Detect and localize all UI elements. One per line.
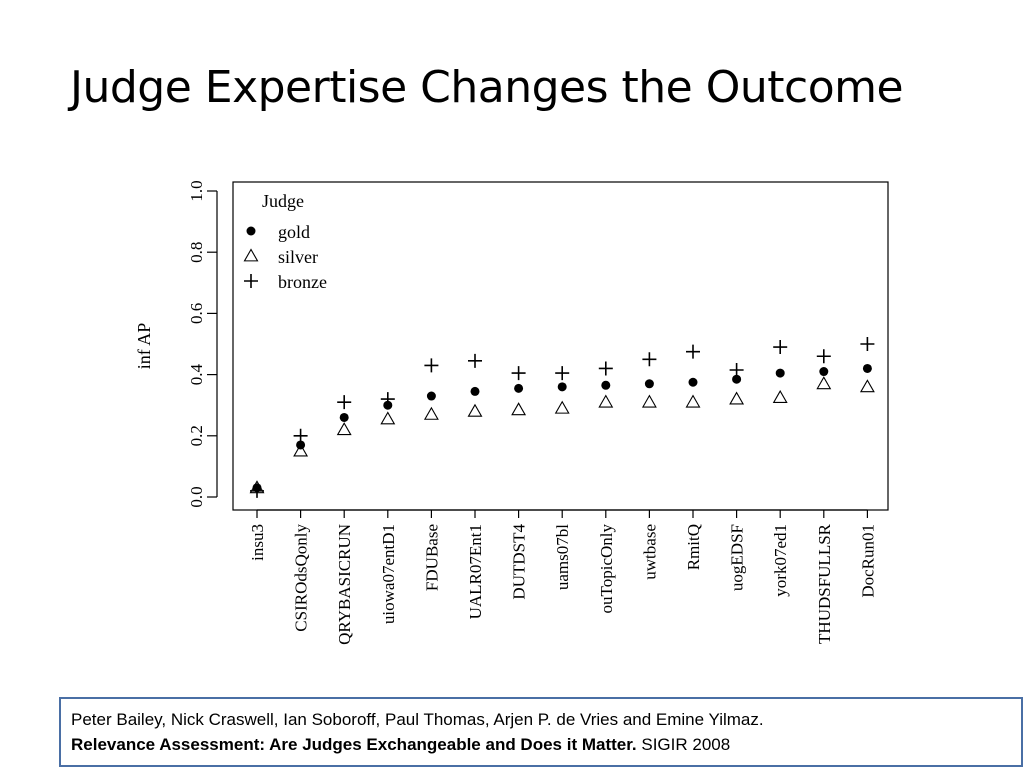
- x-tick-label: ouTopicOnly: [597, 524, 616, 614]
- y-tick-label: 0.0: [187, 486, 206, 507]
- bronze-point: [511, 366, 526, 381]
- x-tick-label: uogEDSF: [728, 524, 747, 591]
- slide-title: Judge Expertise Changes the Outcome: [70, 62, 904, 113]
- legend-silver-marker: [243, 248, 259, 262]
- legend: Judge gold silver bronze: [243, 191, 327, 292]
- y-tick-label: 0.2: [187, 425, 206, 446]
- citation-venue: SIGIR 2008: [641, 735, 731, 754]
- bronze-point: [380, 392, 395, 407]
- citation-paper-title: Relevance Assessment: Are Judges Exchang…: [71, 735, 637, 754]
- silver-point: [685, 394, 701, 408]
- data-points: [249, 337, 875, 498]
- bronze-point: [293, 428, 308, 443]
- bronze-point: [773, 340, 788, 355]
- gold-point: [601, 380, 611, 390]
- bronze-point: [729, 363, 744, 378]
- gold-point: [470, 386, 480, 396]
- bronze-point: [555, 366, 570, 381]
- bronze-point: [598, 361, 613, 376]
- bronze-point: [337, 395, 352, 410]
- citation-authors: Peter Bailey, Nick Craswell, Ian Soborof…: [71, 710, 764, 729]
- legend-bronze-label: bronze: [278, 272, 327, 292]
- gold-point: [862, 363, 872, 373]
- x-tick-label: QRYBASICRUN: [335, 524, 354, 645]
- gold-point: [339, 412, 349, 422]
- x-tick-label: uwtbase: [640, 524, 659, 580]
- y-tick-label: 0.6: [187, 303, 206, 324]
- bronze-point: [250, 483, 264, 498]
- silver-point: [641, 394, 657, 408]
- x-tick-label: DUTDST4: [510, 524, 529, 600]
- x-tick-label: uams07bl: [553, 524, 572, 590]
- citation-box: Peter Bailey, Nick Craswell, Ian Soborof…: [59, 697, 1023, 767]
- silver-point: [293, 443, 309, 457]
- silver-point: [772, 389, 788, 403]
- silver-point: [729, 391, 745, 405]
- gold-point: [775, 368, 785, 378]
- silver-point: [859, 379, 875, 393]
- x-tick-label: RmitQ: [684, 524, 703, 570]
- legend-bronze-marker: [244, 274, 258, 288]
- chart: 0.0 0.2 0.4 0.6 0.8 1.0 insu3 CSIROdsQonly QRYB…: [134, 180, 889, 645]
- gold-point: [644, 379, 654, 389]
- bronze-point: [468, 353, 482, 368]
- x-tick-label: insu3: [248, 524, 267, 561]
- bronze-point: [424, 358, 439, 373]
- silver-point: [336, 422, 352, 436]
- legend-title: Judge: [262, 191, 304, 211]
- series-bronze: [250, 337, 875, 498]
- series-gold: [252, 363, 872, 493]
- gold-point: [732, 374, 742, 384]
- x-tick-label: UALR07Ent1: [466, 524, 485, 619]
- x-tick-label: DocRun01: [858, 524, 877, 598]
- y-tick-label: 1.0: [187, 180, 206, 201]
- bronze-point: [860, 337, 875, 351]
- silver-point: [423, 406, 439, 420]
- x-axis: insu3 CSIROdsQonly QRYBASICRUN uiowa07entD1…: [248, 509, 877, 645]
- y-axis-label: inf AP: [134, 323, 154, 370]
- bronze-point: [816, 349, 831, 364]
- bronze-point: [686, 344, 700, 359]
- gold-point: [688, 377, 698, 387]
- y-tick-label: 0.4: [187, 363, 206, 385]
- gold-point: [557, 382, 567, 392]
- legend-gold-label: gold: [278, 222, 310, 242]
- legend-silver-label: silver: [278, 247, 318, 267]
- bronze-point: [642, 352, 657, 367]
- citation-line2: Relevance Assessment: Are Judges Exchang…: [71, 732, 1011, 757]
- series-silver: [249, 376, 875, 494]
- y-tick-label: 0.8: [187, 242, 206, 263]
- y-axis: 0.0 0.2 0.4 0.6 0.8 1.0: [187, 180, 218, 508]
- gold-point: [426, 391, 436, 401]
- silver-point: [380, 411, 396, 425]
- legend-gold-marker: [246, 226, 256, 236]
- x-tick-label: THUDSFULLSR: [815, 523, 834, 644]
- gold-point: [819, 367, 829, 377]
- x-tick-label: uiowa07entD1: [379, 524, 398, 624]
- silver-point: [816, 376, 832, 390]
- gold-point: [514, 383, 524, 393]
- silver-point: [511, 402, 527, 416]
- x-tick-label: CSIROdsQonly: [292, 524, 311, 632]
- silver-point: [554, 400, 570, 414]
- silver-point: [598, 394, 614, 408]
- x-tick-label: york07ed1: [771, 524, 790, 597]
- x-tick-label: FDUBase: [422, 524, 441, 591]
- silver-point: [467, 403, 483, 417]
- plot-frame: [232, 181, 889, 511]
